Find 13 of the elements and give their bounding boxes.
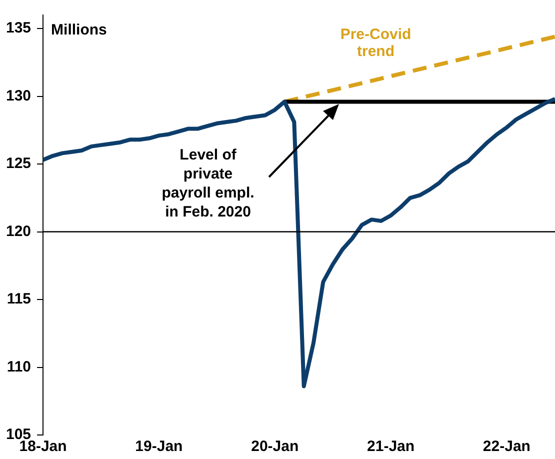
- y-tick-label: 130: [6, 87, 32, 104]
- x-tick-label: 19-Jan: [135, 438, 183, 456]
- y-tick-label: 120: [6, 222, 32, 240]
- x-tick-label: 20-Jan: [251, 438, 299, 456]
- x-tick-label: 22-Jan: [482, 438, 530, 456]
- y-tick-label: 115: [6, 290, 32, 308]
- x-tick-label: 21-Jan: [367, 438, 415, 456]
- y-tick-label: 110: [6, 358, 32, 376]
- y-tick-label: 125: [6, 155, 32, 172]
- y-axis-title: Millions: [51, 22, 107, 39]
- annotation: Level of private payroll empl. in Feb. 2020: [162, 146, 254, 221]
- y-tick-label: 135: [6, 20, 32, 37]
- series-label: Pre-Covid trend: [340, 26, 412, 60]
